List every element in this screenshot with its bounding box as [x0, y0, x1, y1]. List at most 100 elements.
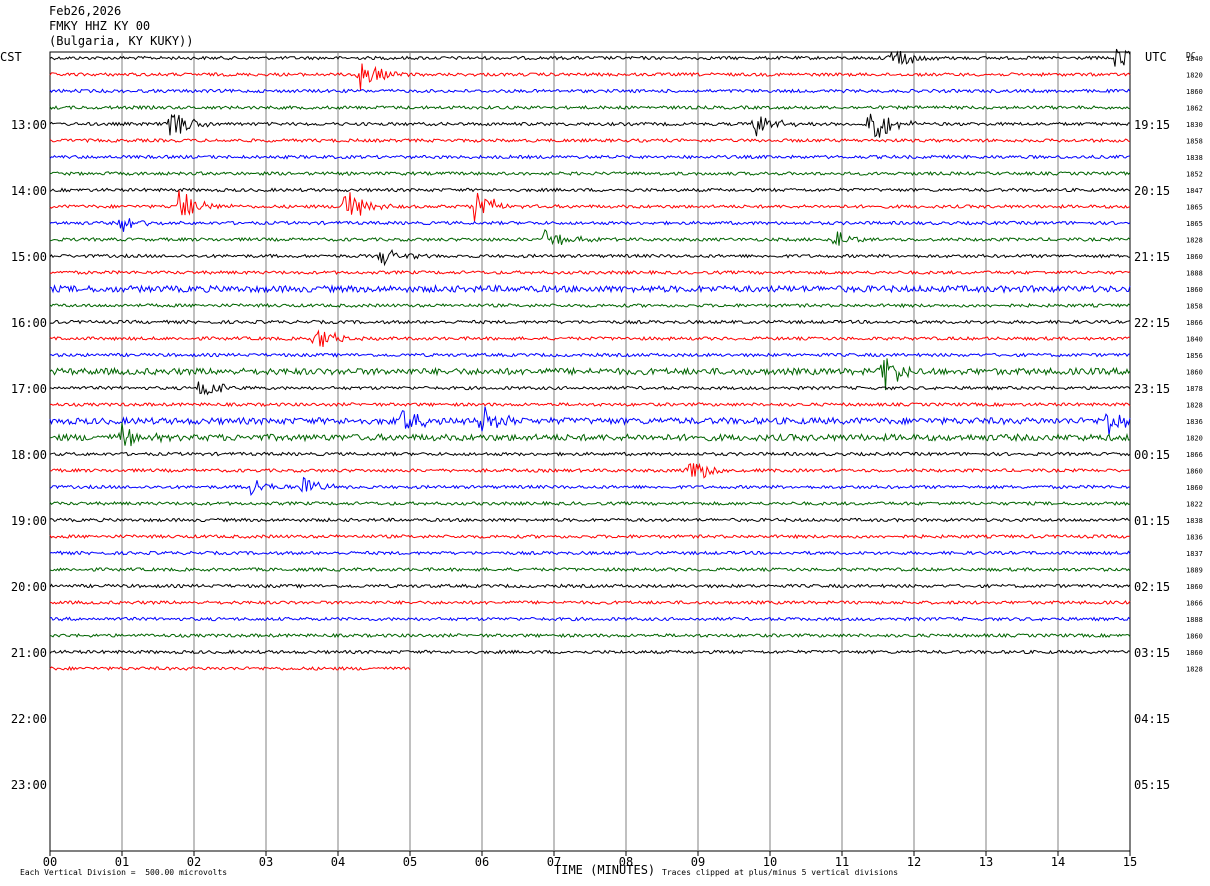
dc-offset-label: 1820 [1186, 435, 1203, 443]
plot-frame [49, 51, 1131, 852]
right-hour-label: 19:15 [1134, 118, 1170, 132]
trace-line-18 [49, 352, 1131, 358]
dc-offset-label: 1836 [1186, 534, 1203, 542]
dc-offset-label: 1860 [1186, 88, 1203, 96]
dc-offset-label: 1828 [1186, 402, 1203, 410]
trace-line-16 [49, 319, 1131, 325]
dc-offset-label: 1840 [1186, 55, 1203, 63]
left-hour-label: 15:00 [11, 250, 47, 264]
dc-offset-label: 1852 [1186, 171, 1203, 179]
trace-line-20 [49, 381, 1131, 396]
dc-offset-label: 1860 [1186, 468, 1203, 476]
left-hour-label: 20:00 [11, 580, 47, 594]
x-tick-label: 00 [43, 855, 57, 869]
dc-offset-label: 1847 [1186, 187, 1203, 195]
trace-line-22 [49, 406, 1131, 436]
trace-line-6 [49, 154, 1131, 160]
trace-line-2 [49, 88, 1131, 94]
dc-offset-label: 1828 [1186, 666, 1203, 674]
dc-offset-label: 1822 [1186, 501, 1203, 509]
dc-offset-label: 1860 [1186, 369, 1203, 377]
trace-line-28 [49, 517, 1131, 523]
right-hour-label: 02:15 [1134, 580, 1170, 594]
x-tick-label: 02 [187, 855, 201, 869]
trace-line-4 [49, 113, 1131, 138]
trace-line-37 [49, 665, 411, 672]
dc-offset-label: 1860 [1186, 253, 1203, 261]
trace-line-1 [49, 63, 1131, 91]
right-axis-title: UTC [1145, 50, 1167, 64]
dc-offset-label: 1866 [1186, 600, 1203, 608]
trace-line-33 [49, 599, 1131, 606]
trace-line-32 [49, 583, 1131, 589]
trace-line-0 [49, 48, 1131, 67]
right-hour-label: 20:15 [1134, 184, 1170, 198]
left-hour-label: 13:00 [11, 118, 47, 132]
dc-offset-label: 1889 [1186, 567, 1203, 575]
trace-line-25 [49, 462, 1131, 479]
right-hour-label: 23:15 [1134, 382, 1170, 396]
dc-label: DC [1186, 51, 1196, 60]
location-label: (Bulgaria, KY KUKY)) [49, 34, 194, 48]
trace-line-17 [49, 329, 1130, 347]
dc-offset-label: 1820 [1186, 72, 1203, 80]
trace-line-21 [49, 401, 1131, 408]
dc-offset-label: 1888 [1186, 270, 1203, 278]
dc-offset-label: 1856 [1186, 352, 1203, 360]
dc-offset-label: 1865 [1186, 204, 1203, 212]
dc-offset-label: 1866 [1186, 451, 1203, 459]
right-hour-label: 03:15 [1134, 646, 1170, 660]
dc-offset-label: 1836 [1186, 418, 1203, 426]
scale-note: Each Vertical Division = 500.00 microvol… [20, 868, 228, 877]
dc-offset-label: 1860 [1186, 286, 1203, 294]
trace-line-7 [49, 170, 1131, 177]
right-hour-label: 05:15 [1134, 778, 1170, 792]
right-hour-label: 22:15 [1134, 316, 1170, 330]
x-tick-label: 10 [763, 855, 777, 869]
trace-line-35 [49, 632, 1131, 639]
dc-offset-label: 1866 [1186, 319, 1203, 327]
x-tick-label: 05 [403, 855, 417, 869]
dc-offset-label: 1862 [1186, 105, 1203, 113]
trace-line-34 [50, 616, 1131, 622]
right-hour-label: 00:15 [1134, 448, 1170, 462]
trace-line-13 [49, 269, 1131, 276]
dc-offset-label: 1878 [1186, 385, 1203, 393]
left-hour-label: 14:00 [11, 184, 47, 198]
x-tick-label: 03 [259, 855, 273, 869]
trace-line-30 [49, 550, 1131, 556]
trace-line-5 [49, 137, 1131, 144]
dc-offset-label: 1860 [1186, 649, 1203, 657]
left-hour-label: 17:00 [11, 382, 47, 396]
x-tick-label: 15 [1123, 855, 1137, 869]
right-hour-label: 21:15 [1134, 250, 1170, 264]
clip-note: Traces clipped at plus/minus 5 vertical … [662, 868, 899, 877]
station-label: FMKY HHZ KY 00 [49, 19, 151, 33]
x-tick-label: 11 [835, 855, 849, 869]
x-axis-title: TIME (MINUTES) [554, 863, 656, 877]
x-tick-label: 13 [979, 855, 993, 869]
left-hour-label: 18:00 [11, 448, 47, 462]
trace-line-9 [49, 190, 1131, 222]
dc-offset-label: 1860 [1186, 583, 1203, 591]
left-hour-label: 16:00 [11, 316, 47, 330]
dc-offset-label: 1858 [1186, 303, 1203, 311]
trace-line-24 [49, 451, 1131, 457]
x-tick-label: 14 [1051, 855, 1065, 869]
trace-line-23 [49, 422, 1131, 447]
trace-line-3 [49, 104, 1131, 111]
trace-line-10 [49, 218, 1131, 232]
x-tick-label: 04 [331, 855, 345, 869]
left-hour-label: 21:00 [11, 646, 47, 660]
trace-line-19 [49, 358, 1131, 391]
dc-offset-label: 1860 [1186, 484, 1203, 492]
left-hour-label: 23:00 [11, 778, 47, 792]
trace-line-8 [49, 187, 1131, 193]
dc-offset-label: 1828 [1186, 237, 1203, 245]
x-tick-label: 07 [547, 855, 561, 869]
dc-offset-label: 1830 [1186, 121, 1203, 129]
dc-offset-label: 1838 [1186, 517, 1203, 525]
trace-line-15 [49, 302, 1131, 309]
trace-line-27 [49, 500, 1131, 507]
